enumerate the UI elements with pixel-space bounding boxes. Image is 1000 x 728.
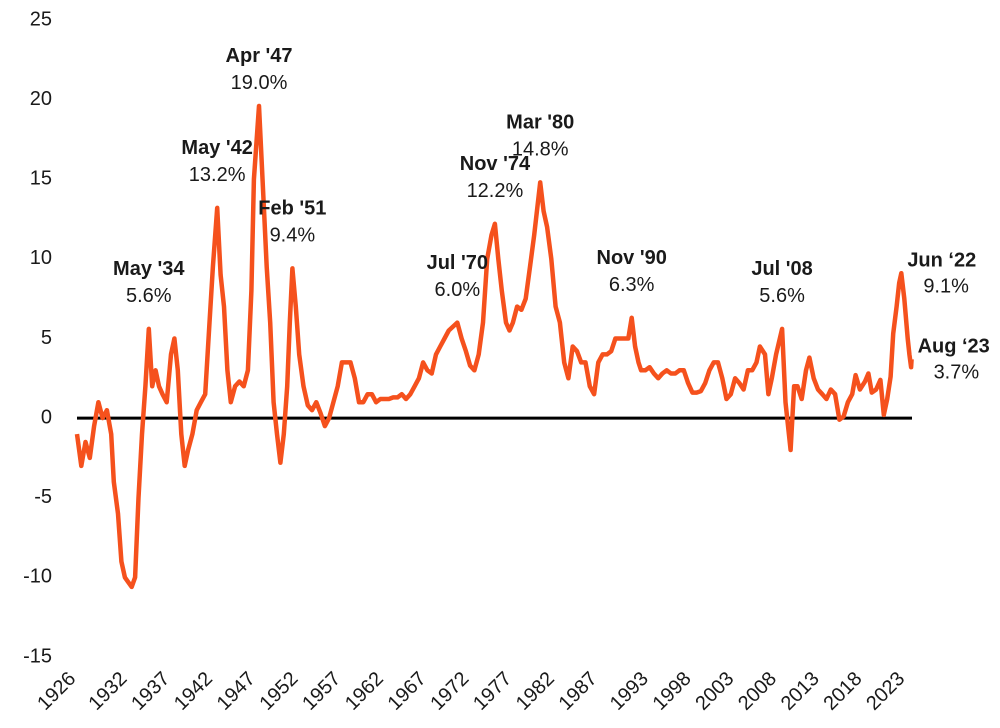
annotation-label: Mar '80 xyxy=(506,112,574,134)
annotation-value: 5.6% xyxy=(126,285,172,307)
annotation-value: 9.4% xyxy=(270,225,316,247)
x-tick-label: 1987 xyxy=(555,668,602,715)
inflation-line xyxy=(74,103,914,590)
y-tick-label: -10 xyxy=(23,566,52,588)
annotation-label: Jun ‘22 xyxy=(907,249,976,271)
x-tick-label: 1967 xyxy=(384,668,431,715)
x-tick-label: 1937 xyxy=(127,668,174,715)
y-tick-label: -5 xyxy=(34,486,52,508)
x-tick-label: 1962 xyxy=(341,668,388,715)
annotation-label: Jul '08 xyxy=(751,258,812,280)
annotation-label: Apr '47 xyxy=(226,45,293,67)
x-tick-label: 1926 xyxy=(33,668,80,715)
x-tick-label: 1942 xyxy=(170,668,217,715)
x-tick-label: 1947 xyxy=(213,668,260,715)
annotation-value: 6.0% xyxy=(435,279,481,301)
annotation-value: 5.6% xyxy=(759,285,805,307)
x-tick-label: 1982 xyxy=(512,668,559,715)
annotation-label: Feb '51 xyxy=(258,198,326,220)
y-tick-label: 25 xyxy=(30,8,52,30)
annotation-value: 6.3% xyxy=(609,274,655,296)
x-tick-label: 1993 xyxy=(606,668,653,715)
x-tick-label: 1952 xyxy=(255,668,302,715)
y-tick-label: 20 xyxy=(30,88,52,110)
annotation-value: 3.7% xyxy=(934,361,980,383)
annotation-label: Jul '70 xyxy=(427,252,488,274)
annotation-label: Aug ‘23 xyxy=(918,335,990,357)
annotation-value: 14.8% xyxy=(512,139,569,161)
x-tick-label: 1932 xyxy=(85,668,132,715)
x-tick-label: 2018 xyxy=(820,668,867,715)
x-tick-label: 2013 xyxy=(777,668,824,715)
x-tick-label: 1972 xyxy=(426,668,473,715)
y-tick-label: 15 xyxy=(30,168,52,190)
y-tick-label: 10 xyxy=(30,247,52,269)
y-tick-label: 5 xyxy=(41,327,52,349)
x-tick-label: 1957 xyxy=(298,668,345,715)
annotation-label: May '42 xyxy=(181,137,252,159)
x-tick-label: 1998 xyxy=(649,668,696,715)
annotation-label: May '34 xyxy=(113,258,185,280)
annotation-value: 19.0% xyxy=(231,72,288,94)
x-tick-label: 2008 xyxy=(734,668,781,715)
x-tick-label: 2003 xyxy=(691,668,738,715)
annotation-label: Nov '74 xyxy=(460,153,531,175)
annotation-value: 12.2% xyxy=(467,180,524,202)
annotation-label: Nov '90 xyxy=(597,247,667,269)
x-tick-label: 1977 xyxy=(469,668,516,715)
y-tick-label: 0 xyxy=(41,406,52,428)
y-tick-label: -15 xyxy=(23,645,52,667)
annotation-value: 9.1% xyxy=(923,275,969,297)
x-tick-label: 2023 xyxy=(862,668,909,715)
annotation-value: 13.2% xyxy=(189,164,246,186)
